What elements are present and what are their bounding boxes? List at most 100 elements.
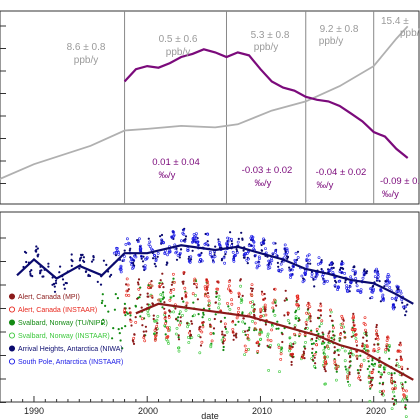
legend-marker — [8, 358, 16, 365]
data-point — [375, 269, 379, 273]
data-point — [139, 286, 142, 289]
data-point — [301, 356, 305, 360]
data-point — [249, 292, 253, 296]
data-point — [209, 345, 213, 349]
data-point — [279, 349, 283, 353]
data-point — [367, 360, 370, 363]
data-point — [128, 307, 131, 310]
data-point — [348, 373, 351, 376]
data-point — [365, 333, 368, 336]
data-point — [315, 343, 319, 347]
data-point — [294, 315, 298, 318]
data-point — [119, 264, 123, 268]
data-point — [136, 297, 139, 300]
data-point — [376, 337, 380, 341]
data-point — [285, 297, 288, 300]
data-point — [153, 338, 157, 342]
data-point — [197, 254, 201, 257]
data-point — [359, 379, 362, 382]
data-point — [184, 295, 188, 299]
data-point — [305, 318, 309, 322]
data-point — [319, 260, 323, 264]
data-point — [163, 301, 166, 304]
data-point — [363, 316, 367, 320]
x-tick-label-2020: 2020 — [366, 406, 386, 416]
data-point — [402, 388, 405, 392]
data-point — [335, 370, 338, 373]
data-point — [143, 264, 147, 268]
x-tick-label-2010: 2010 — [252, 406, 272, 416]
data-point — [269, 257, 273, 261]
data-point — [92, 258, 95, 261]
data-point — [170, 283, 173, 286]
data-point — [378, 364, 382, 367]
data-point — [333, 351, 336, 354]
data-point — [379, 372, 383, 376]
data-point — [315, 336, 318, 340]
data-point — [137, 278, 141, 281]
data-point — [230, 244, 234, 248]
data-point — [310, 342, 313, 346]
data-point — [338, 279, 342, 283]
data-point — [305, 258, 309, 261]
data-point — [402, 393, 406, 397]
data-point — [317, 337, 321, 341]
data-point — [406, 303, 409, 306]
data-point — [401, 368, 404, 371]
data-point — [206, 283, 210, 287]
data-point — [271, 252, 275, 256]
data-point — [396, 290, 400, 294]
data-point — [220, 338, 224, 342]
data-point — [143, 339, 147, 343]
data-point — [154, 259, 158, 263]
annotation-gray-4-value: 9.2 ± 0.8 — [320, 24, 359, 35]
data-point — [272, 309, 275, 312]
data-point — [232, 338, 235, 341]
data-point — [249, 301, 252, 304]
data-point — [184, 235, 188, 238]
data-point — [342, 267, 345, 270]
data-point — [381, 298, 385, 301]
data-point — [311, 351, 314, 354]
data-point — [163, 311, 167, 315]
data-point — [343, 335, 347, 339]
data-point — [374, 337, 377, 341]
data-point — [283, 314, 286, 317]
data-point — [339, 337, 342, 340]
data-point — [363, 328, 367, 332]
data-point — [288, 336, 292, 340]
data-point — [195, 241, 199, 244]
data-point — [146, 303, 149, 306]
data-point — [385, 343, 389, 347]
top-panel: 8.6 ± 0.8 ppb/y 0.5 ± 0.6 ppb/y 5.3 ± 0.… — [0, 10, 420, 205]
data-point — [61, 278, 65, 281]
data-point — [193, 282, 196, 285]
data-point — [123, 308, 127, 312]
data-point — [295, 309, 298, 312]
data-point — [214, 245, 217, 248]
data-point — [275, 327, 278, 330]
data-point — [251, 289, 254, 293]
data-point — [309, 262, 312, 265]
data-point — [169, 288, 172, 291]
data-point — [130, 263, 134, 267]
data-point — [323, 352, 326, 356]
data-point — [223, 316, 226, 319]
data-point — [241, 238, 244, 241]
data-point — [162, 286, 165, 289]
data-point — [130, 324, 133, 327]
data-point — [130, 257, 134, 261]
legend-marker — [8, 319, 16, 326]
data-point — [242, 249, 245, 252]
data-point — [268, 259, 272, 263]
data-point — [226, 301, 229, 305]
data-point — [199, 336, 202, 339]
data-point — [286, 250, 289, 254]
data-point — [31, 275, 34, 278]
data-point — [210, 339, 214, 343]
data-point — [166, 326, 169, 330]
data-point — [236, 310, 240, 314]
data-point — [391, 390, 395, 394]
data-point — [237, 292, 241, 296]
data-point — [167, 315, 171, 319]
